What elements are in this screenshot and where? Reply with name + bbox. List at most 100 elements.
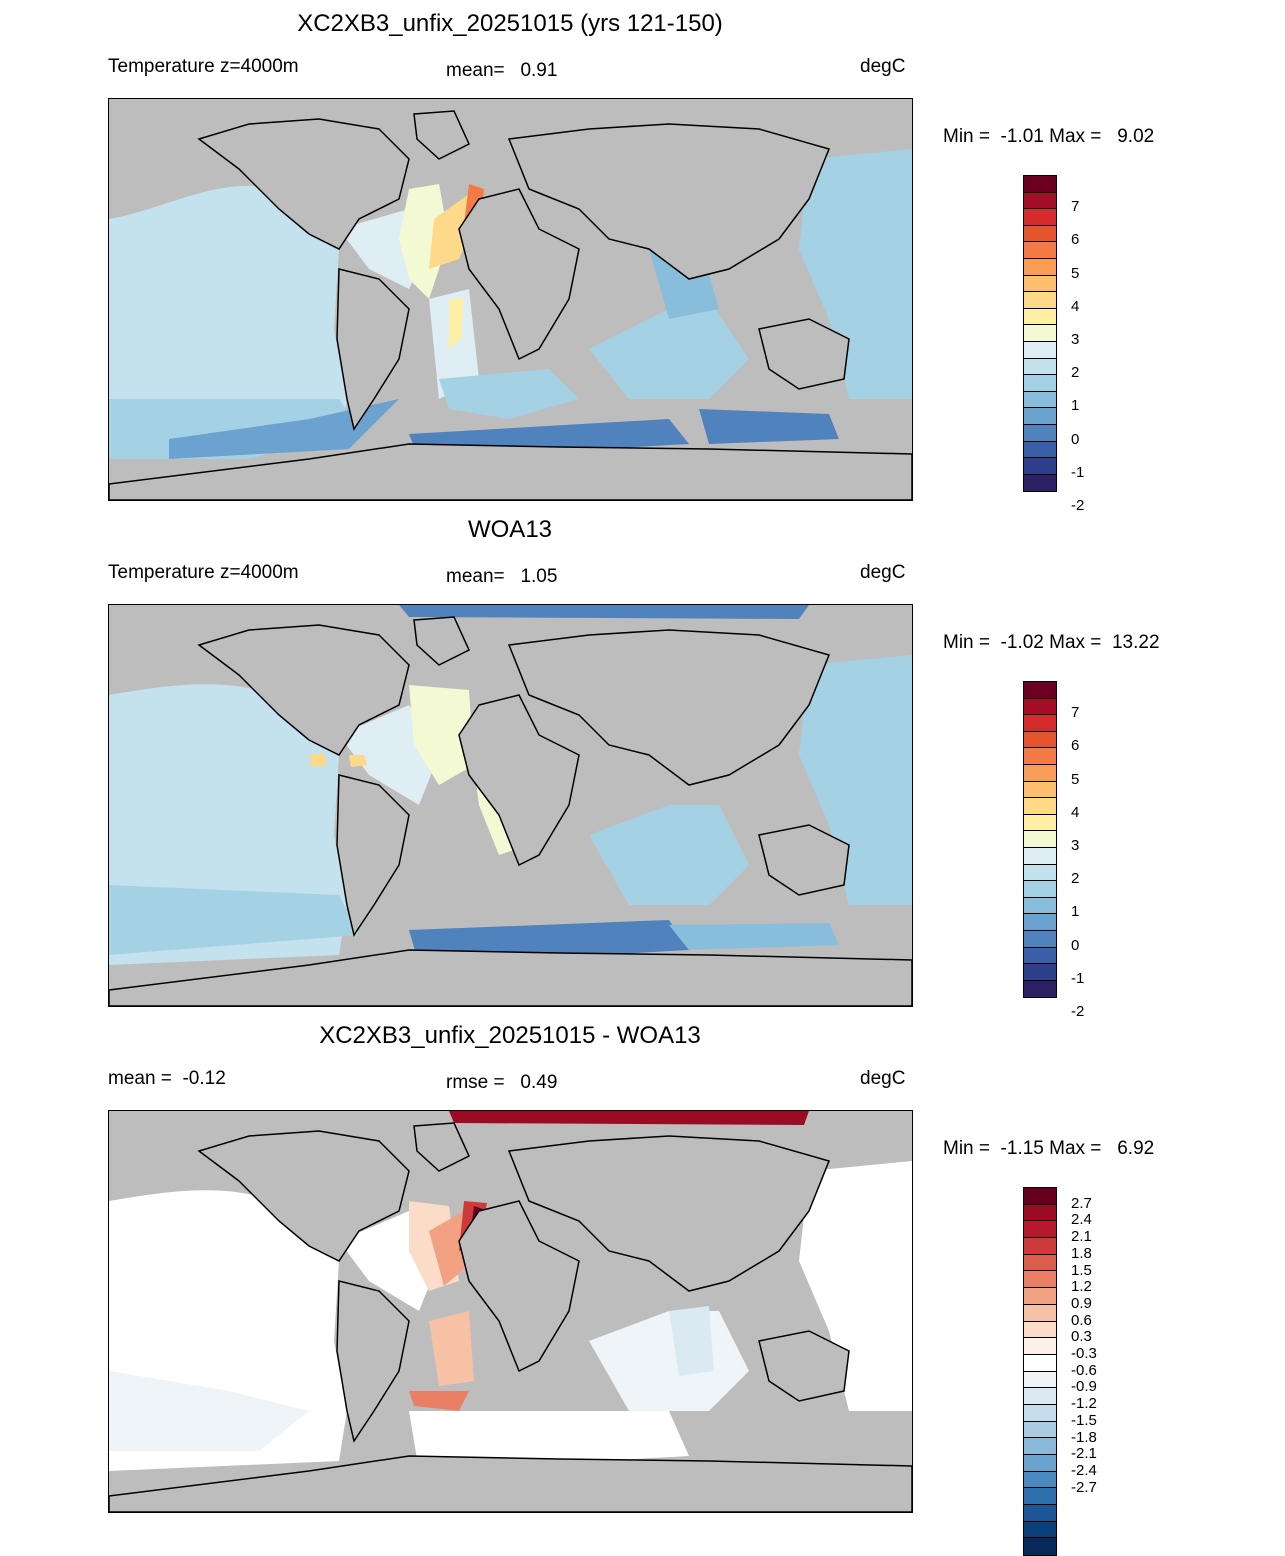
- colorbar-tick-label: 0.9: [1071, 1294, 1092, 1312]
- colorbar-cell: [1024, 308, 1056, 326]
- colorbar-cell: [1024, 209, 1056, 226]
- colorbar-cells: [1023, 175, 1057, 493]
- colorbar-cell: [1024, 375, 1056, 392]
- colorbar-cell: [1024, 1204, 1056, 1222]
- panel-title: XC2XB3_unfix_20251015 - WOA13: [319, 1022, 701, 1049]
- colorbar-tick-label: 2.1: [1071, 1228, 1092, 1246]
- mean-label: mean= 0.91: [446, 60, 558, 81]
- colorbar-cell: [1024, 1404, 1056, 1422]
- min-max-label: Min = -1.15 Max = 6.92: [943, 1138, 1155, 1159]
- units-label: degC: [860, 562, 906, 583]
- map-observation: [108, 604, 913, 1007]
- colorbar-cell: [1024, 831, 1056, 848]
- land-mass: [109, 1122, 912, 1512]
- colorbar-cell: [1024, 358, 1056, 376]
- land-mass: [109, 110, 912, 500]
- colorbar-cell: [1024, 1238, 1056, 1255]
- variable-label: Temperature z=4000m: [108, 56, 299, 77]
- colorbar-cell: [1024, 881, 1056, 898]
- ocean-field: [109, 605, 912, 965]
- colorbar-cell: [1024, 1521, 1056, 1539]
- colorbar-cell: [1024, 1254, 1056, 1272]
- colorbar-cell: [1024, 698, 1056, 716]
- units-label: degC: [860, 1068, 906, 1089]
- colorbar-cell: [1024, 748, 1056, 765]
- colorbar-cell: [1024, 1455, 1056, 1472]
- colorbar-cell: [1024, 242, 1056, 259]
- panel-model: XC2XB3_unfix_20251015 (yrs 121-150) Temp…: [0, 0, 1285, 514]
- colorbar-cell: [1024, 1388, 1056, 1405]
- panel-observation: WOA13 Temperature z=4000m mean= 1.05 deg…: [0, 506, 1285, 1020]
- colorbar-tick-label: -0.9: [1071, 1378, 1097, 1396]
- colorbar-tick-label: 6: [1071, 737, 1080, 755]
- colorbar-cell: [1024, 474, 1056, 492]
- colorbar-tick-label: 3: [1071, 837, 1080, 854]
- colorbar-tick-label: -1.2: [1071, 1395, 1097, 1413]
- colorbar-cell: [1024, 781, 1056, 799]
- colorbar-tick-label: 1: [1071, 397, 1080, 415]
- colorbar-cell: [1024, 1471, 1056, 1489]
- colorbar-cell: [1024, 225, 1056, 243]
- colorbar-cell: [1024, 930, 1056, 948]
- land-mass: [109, 616, 912, 1006]
- colorbar-tick-label: 6: [1071, 231, 1080, 249]
- colorbar-cell: [1024, 1505, 1056, 1522]
- min-max-label: Min = -1.02 Max = 13.22: [943, 632, 1160, 653]
- colorbar-cell: [1024, 176, 1056, 193]
- panel-title: WOA13: [467, 516, 553, 543]
- colorbar-tick-label: 3: [1071, 331, 1080, 348]
- colorbar-tick-label: 0: [1071, 936, 1080, 954]
- colorbar-tick-label: 1.2: [1071, 1278, 1092, 1296]
- colorbar-cell: [1024, 947, 1056, 965]
- colorbar-cell: [1024, 1271, 1056, 1289]
- colorbar-tick-label: 5: [1071, 264, 1080, 282]
- colorbar-cell: [1024, 1421, 1056, 1439]
- colorbar-cell: [1024, 325, 1056, 342]
- ocean-field: [109, 149, 912, 459]
- colorbar-tick-label: -2: [1071, 497, 1085, 514]
- colorbar-cell: [1024, 764, 1056, 782]
- colorbar-tick-label: 5: [1071, 770, 1080, 788]
- colorbar-cell: [1024, 897, 1056, 915]
- map-difference: [108, 1110, 913, 1513]
- colorbar-tick-label: 1.5: [1071, 1261, 1092, 1279]
- colorbar-tick-label: 4: [1071, 803, 1080, 821]
- colorbar-tick-label: 2.7: [1071, 1194, 1092, 1212]
- colorbar-tick-label: -2.1: [1071, 1445, 1097, 1463]
- colorbar-tick-label: 0: [1071, 430, 1080, 448]
- mean-label: mean = -0.12: [108, 1068, 226, 1089]
- colorbar-cell: [1024, 192, 1056, 210]
- colorbar-cell: [1024, 258, 1056, 276]
- colorbar-cell: [1024, 715, 1056, 732]
- colorbar-tick-label: -2: [1071, 1003, 1085, 1020]
- colorbar-cell: [1024, 1288, 1056, 1305]
- colorbar-tick-label: 0.6: [1071, 1311, 1092, 1329]
- colorbar-tick-label: 1.8: [1071, 1244, 1092, 1262]
- colorbar-cell: [1024, 1438, 1056, 1455]
- colorbar-tick-label: 2: [1071, 364, 1080, 382]
- panel-difference: XC2XB3_unfix_20251015 - WOA13 mean = -0.…: [0, 1012, 1285, 1556]
- colorbar-tick-label: -0.6: [1071, 1361, 1097, 1379]
- colorbar-cell: [1024, 731, 1056, 749]
- colorbar-tick-label: 7: [1071, 198, 1080, 216]
- colorbar-cell: [1024, 1538, 1056, 1556]
- colorbar-tick-label: 7: [1071, 704, 1080, 722]
- colorbar-cell: [1024, 847, 1056, 865]
- colorbar-cell: [1024, 441, 1056, 459]
- colorbar-cell: [1024, 1321, 1056, 1339]
- colorbar-cell: [1024, 1304, 1056, 1322]
- colorbar-tick-label: 2: [1071, 870, 1080, 888]
- variable-label: Temperature z=4000m: [108, 562, 299, 583]
- colorbar-cell: [1024, 408, 1056, 425]
- colorbar-cell: [1024, 341, 1056, 359]
- colorbar-tick-label: 1: [1071, 903, 1080, 921]
- colorbar-cell: [1024, 292, 1056, 309]
- colorbar-tick-label: -1: [1071, 463, 1085, 481]
- colorbar-cell: [1024, 1488, 1056, 1506]
- colorbar: 2.7 2.4 2.1 1.8 1.5 1.2 0.9 0.6 0.3 -0.3 -0.6 -0.9-…: [1023, 1187, 1097, 1556]
- colorbar-cell: [1024, 1371, 1056, 1389]
- colorbar-tick-label: -1.5: [1071, 1411, 1097, 1429]
- colorbar-tick-label: -1.8: [1071, 1428, 1097, 1446]
- units-label: degC: [860, 56, 906, 77]
- colorbar-cell: [1024, 914, 1056, 931]
